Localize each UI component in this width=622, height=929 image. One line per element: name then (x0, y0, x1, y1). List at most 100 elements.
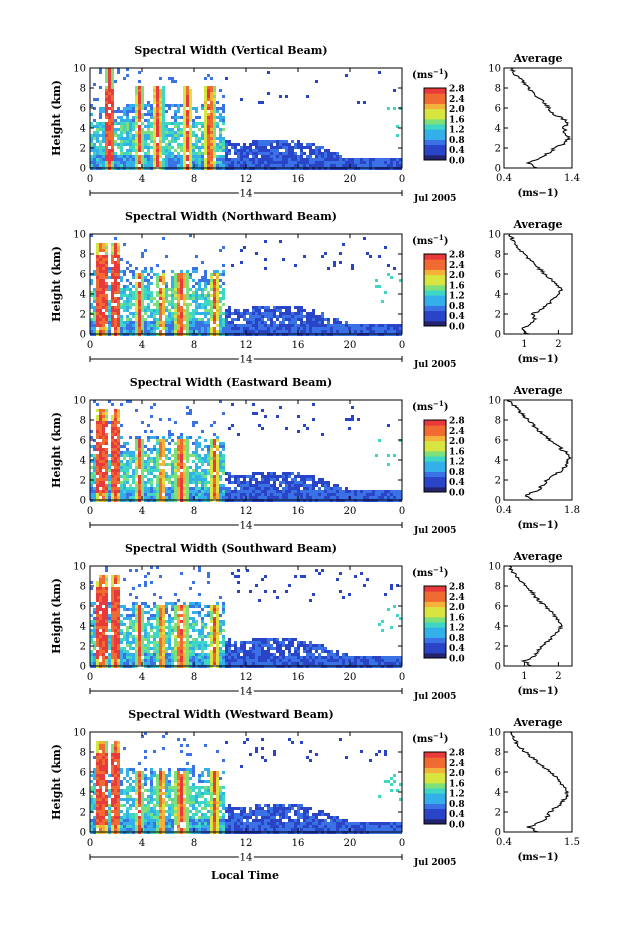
heatmap-cell (162, 86, 165, 89)
heatmap-cell (219, 279, 222, 282)
heatmap-cell (171, 122, 174, 125)
heatmap-cell (372, 324, 375, 327)
heatmap-cell (207, 164, 210, 167)
heatmap-cell (105, 436, 108, 439)
heatmap-cell (147, 125, 150, 128)
heatmap-cell (261, 330, 264, 333)
heatmap-cell (120, 303, 123, 306)
heatmap-cell (102, 306, 105, 309)
heatmap-cell (99, 324, 102, 327)
heatmap-cell (309, 143, 312, 146)
heatmap-cell (345, 493, 348, 496)
heatmap-cell (219, 149, 222, 152)
heatmap-cell (261, 478, 264, 481)
heatmap-cell (111, 626, 114, 629)
heatmap-cell (123, 472, 126, 475)
heatmap-cell (114, 300, 117, 303)
heatmap-cell (204, 330, 207, 333)
heatmap-cell (207, 146, 210, 149)
heatmap-cell (126, 629, 129, 632)
heatmap-cell (126, 330, 129, 333)
heatmap-cell (237, 312, 240, 315)
heatmap-cell (183, 602, 186, 605)
heatmap-cell (237, 327, 240, 330)
heatmap-cell (318, 490, 321, 493)
heatmap-cell (192, 460, 195, 463)
heatmap-cell (327, 158, 330, 161)
heatmap-cell (141, 493, 144, 496)
heatmap-cell (384, 327, 387, 330)
heatmap-cell (288, 306, 291, 309)
heatmap-cell (234, 644, 237, 647)
heatmap-cell (117, 258, 120, 261)
heatmap-cell (102, 270, 105, 273)
heatmap-cell (138, 306, 141, 309)
heatmap-cell (252, 644, 255, 647)
heatmap-cell (186, 288, 189, 291)
heatmap-cell (204, 125, 207, 128)
heatmap-cell (351, 164, 354, 167)
heatmap-cell (201, 469, 204, 472)
colorbar-tick-label: 1.2 (449, 292, 465, 302)
heatmap-cell (153, 158, 156, 161)
heatmap-cell (249, 312, 252, 315)
heatmap-cell (165, 158, 168, 161)
heatmap-cell (213, 445, 216, 448)
heatmap-cell (111, 273, 114, 276)
heatmap-cell (108, 125, 111, 128)
heatmap-cell (147, 134, 150, 137)
heatmap-cell (102, 581, 105, 584)
heatmap-cell (222, 273, 225, 276)
heatmap-cell (111, 448, 114, 451)
heatmap-cell (201, 460, 204, 463)
heatmap-cell (129, 321, 132, 324)
heatmap-cell (159, 107, 162, 110)
heatmap-cell (156, 463, 159, 466)
heatmap-cell (144, 161, 147, 164)
heatmap-cell (162, 490, 165, 493)
heatmap-cell (192, 490, 195, 493)
heatmap-cell (117, 647, 120, 650)
heatmap-cell (111, 617, 114, 620)
heatmap-cell (93, 496, 96, 499)
heatmap-cell (132, 605, 135, 608)
heatmap-cell (114, 638, 117, 641)
heatmap-cell (114, 463, 117, 466)
heatmap-cell (327, 149, 330, 152)
heatmap-cell (237, 143, 240, 146)
heatmap-cell (117, 134, 120, 137)
heatmap-cell (180, 282, 183, 285)
heatmap-cell (99, 590, 102, 593)
heatmap-cell (177, 620, 180, 623)
heatmap-cell (291, 149, 294, 152)
heatmap-cell (246, 475, 249, 478)
heatmap-cell (165, 457, 168, 460)
heatmap-cell (204, 116, 207, 119)
heatmap-cell (108, 400, 111, 403)
heatmap-cell (312, 315, 315, 318)
heatmap-cell (159, 611, 162, 614)
colorbar-segment (424, 279, 446, 286)
heatmap-cell (177, 330, 180, 333)
heatmap-cell (270, 152, 273, 155)
heatmap-cell (111, 635, 114, 638)
heatmap-cell (258, 306, 261, 309)
heatmap-cell (108, 617, 111, 620)
heatmap-cell (120, 149, 123, 152)
heatmap-cell (204, 315, 207, 318)
heatmap-cell (159, 98, 162, 101)
heatmap-cell (192, 297, 195, 300)
heatmap-cell (132, 273, 135, 276)
heatmap-cell (225, 161, 228, 164)
heatmap-cell (396, 134, 399, 137)
heatmap-cell (108, 77, 111, 80)
heatmap-cell (147, 493, 150, 496)
heatmap-cell (201, 457, 204, 460)
heatmap-cell (219, 164, 222, 167)
heatmap-cell (123, 110, 126, 113)
heatmap-cell (267, 493, 270, 496)
heatmap-cell (120, 469, 123, 472)
heatmap-cell (162, 439, 165, 442)
heatmap-cell (108, 644, 111, 647)
heatmap-cell (96, 481, 99, 484)
